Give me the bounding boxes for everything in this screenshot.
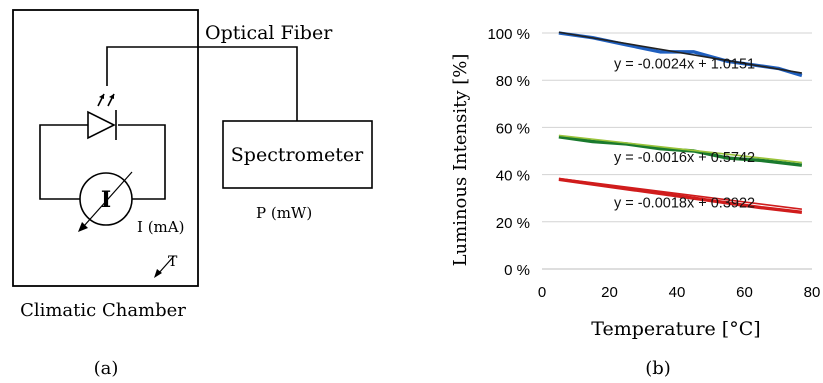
- y-axis-label: Luminous Intensity [%]: [450, 54, 471, 267]
- x-tick-label: 40: [669, 284, 686, 301]
- trend-equation-2: y = -0.0016x + 0.5742: [614, 150, 755, 166]
- schematic-labels: Optical Fiber Spectrometer I I (mA) P (m…: [20, 22, 364, 379]
- luminous-intensity-chart: 0 % 20 % 40 % 60 % 80 % 100 % 0 20 40 60 80 y = -0.…: [450, 26, 820, 379]
- trend-equation-1: y = -0.0024x + 1.0151: [614, 57, 755, 73]
- chart-labels: 0 % 20 % 40 % 60 % 80 % 100 % 0 20 40 60 80 y = -0.…: [487, 26, 820, 301]
- y-tick-label: 100 %: [487, 26, 530, 43]
- climatic-chamber-box: [12, 9, 199, 287]
- chart-series: [558, 31, 803, 215]
- ammeter-arrow: [83, 171, 133, 227]
- y-tick-label: 60 %: [496, 120, 530, 137]
- temperature-symbol: T: [168, 254, 178, 270]
- x-tick-label: 20: [601, 284, 618, 301]
- panel-label-b: (b): [645, 358, 671, 379]
- y-tick-label: 0 %: [504, 262, 530, 279]
- trendline-1: [558, 31, 803, 74]
- y-tick-label: 20 %: [496, 215, 530, 232]
- spectrometer-box: [222, 120, 373, 189]
- led-icon: [87, 93, 117, 140]
- temperature-arrow: [157, 255, 175, 275]
- trendline-3: [558, 177, 802, 210]
- x-tick-label: 60: [736, 284, 753, 301]
- optical-fiber-line: [106, 46, 298, 121]
- power-label: P (mW): [256, 204, 312, 222]
- trendline-2: [558, 134, 802, 164]
- circuit-wire-right: [118, 124, 166, 200]
- x-axis-label: Temperature [°C]: [591, 318, 760, 340]
- y-tick-label: 40 %: [496, 168, 530, 185]
- schematic-diagram: [12, 9, 373, 287]
- chamber-label: Climatic Chamber: [20, 300, 186, 321]
- current-symbol: I: [101, 187, 111, 213]
- panel-label-a: (a): [94, 358, 119, 379]
- trend-equation-3: y = -0.0018x + 0.3922: [614, 196, 755, 212]
- current-unit-label: I (mA): [137, 218, 184, 236]
- x-tick-label: 80: [804, 284, 821, 301]
- circuit-wire-left: [39, 124, 88, 200]
- spectrometer-label: Spectrometer: [231, 144, 364, 166]
- series-line-3: [558, 177, 803, 215]
- x-tick-label: 0: [538, 284, 546, 301]
- optical-fiber-label: Optical Fiber: [205, 22, 333, 44]
- y-tick-label: 80 %: [496, 73, 530, 90]
- series-line-2: [558, 135, 803, 167]
- chart-grid: [542, 32, 812, 223]
